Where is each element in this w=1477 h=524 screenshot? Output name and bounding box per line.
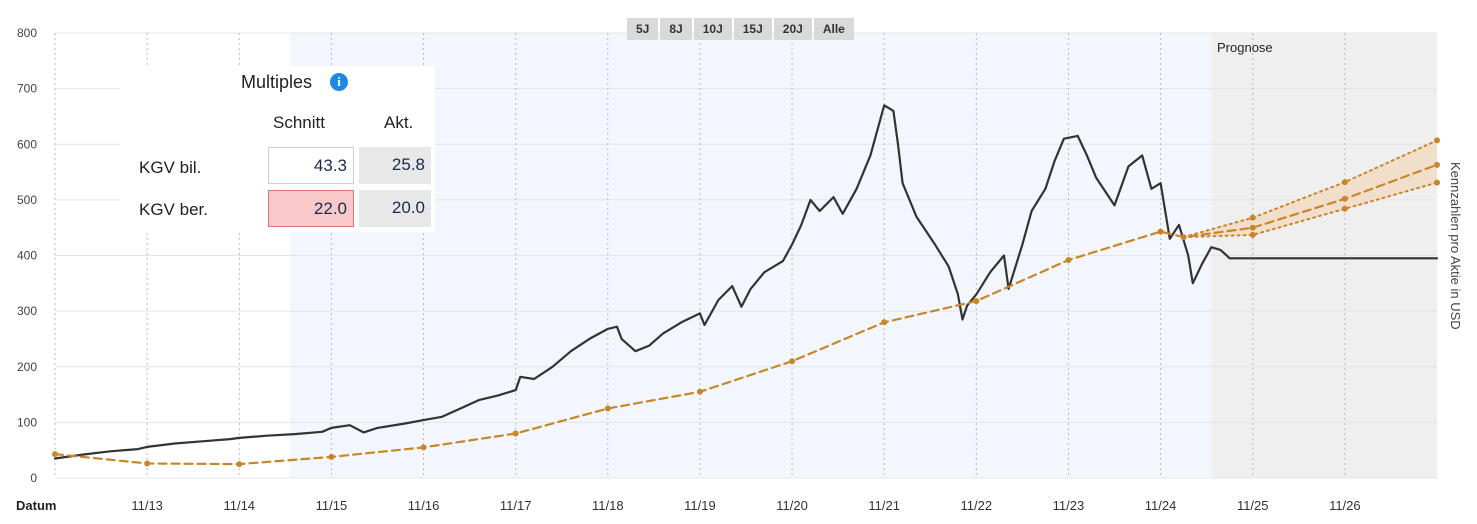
time-range-selector: 5J 8J 10J 15J 20J Alle xyxy=(627,18,854,40)
y-tick-label: 300 xyxy=(17,304,37,318)
eps-point xyxy=(1434,137,1440,144)
row-label-kgv-bil: KGV bil. xyxy=(139,158,202,177)
right-axis-label: Kennzahlen pro Aktie in USD xyxy=(1448,162,1463,330)
kgv-ber-avg-value: 22.0 xyxy=(268,190,354,227)
row-label-kgv-ber: KGV ber. xyxy=(139,200,208,219)
multiples-title: Multiples xyxy=(241,72,313,92)
x-tick-label: 11/21 xyxy=(868,498,900,513)
kgv-bil-avg-value: 43.3 xyxy=(268,147,354,184)
kgv-bil-current-value: 25.8 xyxy=(359,147,431,184)
x-tick-label: 11/22 xyxy=(961,498,993,513)
eps-point xyxy=(1249,214,1256,221)
price-line xyxy=(53,104,1439,460)
range-button-alle[interactable]: Alle xyxy=(813,18,854,40)
x-tick-label: 11/13 xyxy=(131,498,163,513)
info-icon[interactable]: i xyxy=(330,73,348,91)
range-button-8j[interactable]: 8J xyxy=(660,18,692,40)
eps-point xyxy=(1249,231,1256,238)
y-tick-label: 500 xyxy=(17,193,37,207)
eps-point xyxy=(1065,256,1072,263)
x-tick-label: 11/24 xyxy=(1145,498,1177,513)
multiples-panel: Multiples i Schnitt Akt. KGV bil. 43.3 2… xyxy=(120,66,435,232)
column-header-avg: Schnitt xyxy=(273,113,325,132)
x-tick-label: 11/15 xyxy=(316,498,348,513)
x-tick-label: 11/16 xyxy=(408,498,440,513)
x-tick-label: 11/14 xyxy=(223,498,255,513)
eps-point xyxy=(1157,228,1164,235)
range-button-20j[interactable]: 20J xyxy=(773,18,812,40)
range-button-10j[interactable]: 10J xyxy=(693,18,732,40)
y-tick-label: 0 xyxy=(30,471,37,485)
eps-point xyxy=(512,430,519,437)
y-tick-label: 700 xyxy=(17,82,37,96)
eps-point xyxy=(881,319,888,326)
eps-point xyxy=(973,298,980,305)
eps-point xyxy=(696,388,703,395)
eps-forecast-band xyxy=(1183,140,1437,238)
x-tick-labels: 11/13 11/14 11/15 11/16 11/17 11/18 11/19 11/20… xyxy=(131,498,1360,513)
x-gridlines xyxy=(54,33,1346,478)
x-tick-label: 11/18 xyxy=(592,498,624,513)
y-tick-label: 600 xyxy=(17,137,37,151)
y-tick-labels: 0 100 200 300 400 500 600 700 800 xyxy=(17,26,37,485)
eps-point xyxy=(1341,195,1348,202)
eps-point xyxy=(789,358,796,365)
eps-point xyxy=(604,405,611,412)
y-tick-label: 400 xyxy=(17,249,37,263)
eps-point xyxy=(1434,161,1440,168)
eps-point xyxy=(236,461,243,468)
y-tick-label: 200 xyxy=(17,360,37,374)
x-tick-label: 11/19 xyxy=(684,498,716,513)
kgv-ber-current-value: 20.0 xyxy=(359,190,431,227)
eps-forecast-bound-line xyxy=(1182,181,1438,239)
eps-point xyxy=(1180,234,1187,241)
column-header-current: Akt. xyxy=(384,113,414,132)
eps-point xyxy=(1434,179,1440,186)
eps-forecast-bound-line xyxy=(1182,139,1438,239)
range-button-15j[interactable]: 15J xyxy=(733,18,772,40)
x-tick-label: 11/26 xyxy=(1329,498,1361,513)
forecast-label: Prognose xyxy=(1217,40,1273,55)
eps-point xyxy=(144,460,151,467)
eps-point xyxy=(1341,205,1348,212)
y-tick-label: 800 xyxy=(17,26,37,40)
x-tick-label: 11/25 xyxy=(1237,498,1269,513)
eps-markers xyxy=(52,137,1440,468)
x-tick-label: 11/20 xyxy=(776,498,808,513)
eps-point xyxy=(1341,179,1348,186)
eps-point xyxy=(1249,224,1256,231)
x-tick-label: 11/17 xyxy=(500,498,532,513)
eps-point xyxy=(328,453,335,460)
range-button-5j[interactable]: 5J xyxy=(627,18,659,40)
x-tick-label: 11/23 xyxy=(1053,498,1085,513)
x-axis-title: Datum xyxy=(16,498,56,513)
y-tick-label: 100 xyxy=(17,415,37,429)
eps-point xyxy=(420,444,427,451)
eps-point xyxy=(52,451,58,458)
